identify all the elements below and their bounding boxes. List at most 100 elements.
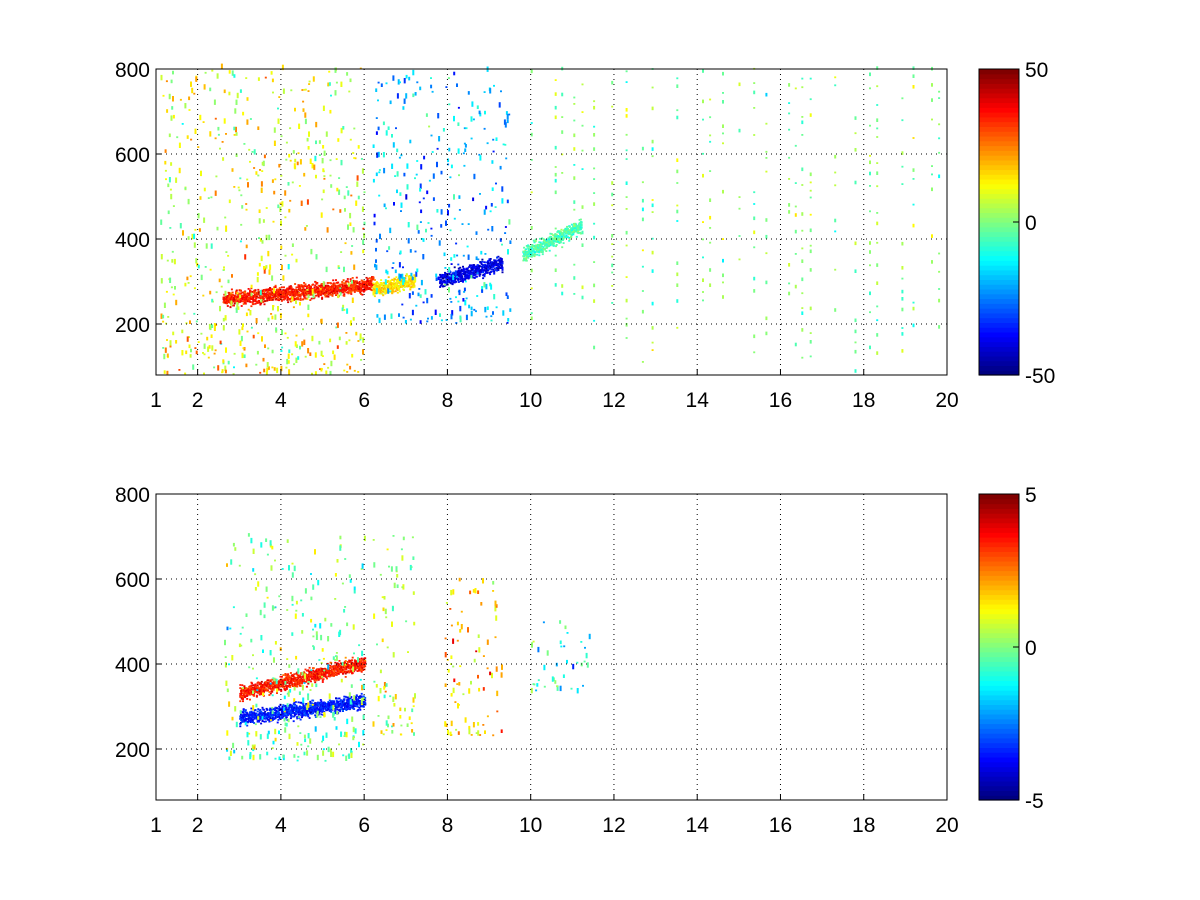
heatmap-cell [572,233,575,236]
heatmap-cell [487,268,490,271]
heatmap-cell [641,290,644,292]
heatmap-cell [239,240,242,243]
heatmap-cell [256,350,259,355]
heatmap-cell [545,250,548,252]
heatmap-cell [193,287,196,290]
heatmap-cell [428,125,431,128]
heatmap-cell [287,360,290,364]
heatmap-cell [430,84,433,89]
heatmap-cell [435,273,438,278]
heatmap-cell [561,116,564,118]
heatmap-cell [261,161,264,166]
heatmap-cell [342,289,345,291]
heatmap-cell [462,298,465,302]
heatmap-cell [245,208,248,211]
heatmap-cell [476,272,479,275]
heatmap-cell [641,146,644,151]
heatmap-cell [467,269,470,272]
heatmap-cell [441,282,444,285]
heatmap-cell [400,279,403,282]
colorbar-segment [979,112,1019,118]
heatmap-cell [625,158,628,160]
heatmap-cell [243,693,246,696]
colorbar-segment [979,226,1019,233]
heatmap-cell [249,293,251,296]
heatmap-cell [238,329,241,335]
heatmap-cell [475,271,478,274]
heatmap-cell [255,171,258,175]
heatmap-cell [249,685,251,688]
heatmap-cell [702,291,704,293]
heatmap-cell [247,288,250,290]
heatmap-cell [336,290,339,293]
heatmap-cell [480,263,483,265]
heatmap-cell [396,283,399,286]
heatmap-cell [356,282,359,284]
heatmap-cell [280,675,283,678]
heatmap-cell [321,292,324,295]
heatmap-cell [181,329,184,334]
heatmap-cell [160,254,163,260]
heatmap-cell [489,258,492,260]
heatmap-cell [525,256,528,259]
heatmap-cell [375,259,377,263]
heatmap-cell [195,350,198,355]
heatmap-cell [531,244,534,246]
heatmap-cell [492,311,494,315]
heatmap-cell [611,105,614,108]
heatmap-cell [359,291,362,294]
heatmap-cell [282,290,285,293]
heatmap-cell [310,670,312,673]
heatmap-cell [651,155,654,158]
heatmap-cell [262,691,265,694]
heatmap-cell [526,245,529,248]
heatmap-cell [221,369,224,373]
heatmap-cell [190,138,193,141]
heatmap-cell [349,278,352,280]
heatmap-cell [343,369,346,372]
heatmap-cell [338,189,341,195]
heatmap-cell [344,208,346,212]
heatmap-cell [901,266,904,270]
heatmap-cell [901,289,904,294]
heatmap-cell [573,176,576,180]
heatmap-cell [351,285,353,288]
heatmap-cell [458,269,461,272]
heatmap-cell [722,295,724,299]
heatmap-cell [676,182,679,184]
heatmap-cell [536,251,539,253]
heatmap-cell [326,677,328,680]
heatmap-cell [259,294,262,297]
heatmap-cell [499,257,502,260]
heatmap-cell [383,282,386,285]
heatmap-cell [938,97,941,99]
heatmap-cell [319,672,322,675]
heatmap-cell [360,288,362,290]
heatmap-cell [233,126,236,131]
heatmap-cell [753,82,756,84]
heatmap-cell [478,266,480,269]
heatmap-cell [440,319,443,322]
heatmap-cell [449,229,452,232]
heatmap-cell [788,291,791,296]
heatmap-cell [794,253,797,255]
heatmap-cell [459,280,462,282]
heatmap-cell [296,288,299,291]
colorbar-segment [979,355,1019,362]
heatmap-cell [448,203,451,208]
heatmap-cell [241,695,244,698]
heatmap-cell [258,688,261,690]
heatmap-cell [450,301,453,303]
heatmap-cell [809,181,812,184]
heatmap-cell [245,297,248,300]
heatmap-cell [235,289,238,292]
heatmap-cell [426,297,429,304]
heatmap-cell [393,202,395,206]
heatmap-cell [166,353,169,358]
colorbar-segment [979,88,1019,94]
colorbar-segment [979,212,1019,218]
heatmap-cell [272,305,275,307]
heatmap-cell [809,306,812,311]
heatmap-cell [191,233,194,240]
heatmap-cell [554,172,557,177]
